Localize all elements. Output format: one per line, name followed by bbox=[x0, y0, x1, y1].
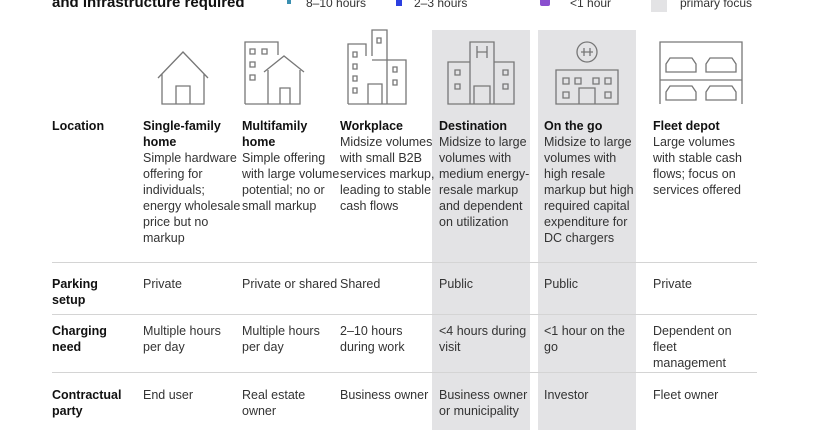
table-cell: 2–10 hours during work bbox=[340, 323, 438, 355]
cell-text: Midsize to large volumes with medium ene… bbox=[439, 135, 530, 229]
legend-label: <1 hour bbox=[570, 0, 612, 10]
table-cell: Real estate owner bbox=[242, 387, 340, 419]
row-label: Contractual party bbox=[52, 388, 122, 418]
table-cell: Multifamily home Simple offering with lar… bbox=[242, 118, 340, 214]
table-cell: Shared bbox=[340, 276, 438, 292]
legend-icon bbox=[287, 0, 291, 4]
column-header: Workplace bbox=[340, 119, 403, 133]
row-separator bbox=[52, 262, 757, 263]
cell-text: 2–10 hours during work bbox=[340, 324, 405, 354]
cell-text: Midsize to large volumes with high resal… bbox=[544, 135, 634, 245]
column-header: Single-family home bbox=[143, 119, 221, 149]
cell-text: Large volumes with stable cash flows; fo… bbox=[653, 135, 742, 197]
table-cell: Multiple hours per day bbox=[242, 323, 340, 355]
table-cell: Investor bbox=[544, 387, 642, 403]
cell-text: Shared bbox=[340, 277, 381, 291]
table-cell: Private bbox=[143, 276, 241, 292]
table-cell: Private bbox=[653, 276, 751, 292]
cell-text: Multiple hours per day bbox=[242, 324, 320, 354]
cell-text: Business owner bbox=[340, 388, 429, 402]
cell-text: Business owner or municipality bbox=[439, 388, 528, 418]
cell-text: Private bbox=[143, 277, 182, 291]
cell-text: Private or shared bbox=[242, 277, 338, 291]
table-cell: Business owner or municipality bbox=[439, 387, 537, 419]
row-separator bbox=[52, 372, 757, 373]
table-cell: Single-family home Simple hardware offeri… bbox=[143, 118, 241, 246]
cell-text: <1 hour on the go bbox=[544, 324, 625, 354]
highlight-column bbox=[538, 30, 636, 430]
column-header: Fleet depot bbox=[653, 119, 720, 133]
table-cell: Fleet depot Large volumes with stable cas… bbox=[653, 118, 751, 198]
cell-text: Midsize volumes with small B2B services … bbox=[340, 135, 435, 213]
cell-text: Investor bbox=[544, 388, 589, 402]
table-cell: End user bbox=[143, 387, 241, 403]
table-cell: Business owner bbox=[340, 387, 438, 403]
table-cell: On the go Midsize to large volumes with h… bbox=[544, 118, 642, 246]
column-header: On the go bbox=[544, 119, 603, 133]
table-cell: Destination Midsize to large volumes with… bbox=[439, 118, 537, 230]
cell-text: Simple offering with large volume potent… bbox=[242, 151, 340, 213]
table-cell: <1 hour on the go bbox=[544, 323, 642, 355]
legend-icon bbox=[540, 0, 550, 6]
cell-text: Public bbox=[439, 277, 474, 291]
column-header: Multifamily home bbox=[242, 119, 308, 149]
row-separator bbox=[52, 314, 757, 315]
table-cell: <4 hours during visit bbox=[439, 323, 537, 355]
row-label: Location bbox=[52, 119, 105, 133]
legend-label: 2–3 hours bbox=[414, 0, 468, 10]
cell-text: Multiple hours per day bbox=[143, 324, 221, 354]
table-cell: Public bbox=[439, 276, 537, 292]
cell-text: Private bbox=[653, 277, 692, 291]
cell-text: <4 hours during visit bbox=[439, 324, 527, 354]
table-cell: Private or shared bbox=[242, 276, 340, 292]
cell-text: Public bbox=[544, 277, 579, 291]
table-cell: Public bbox=[544, 276, 642, 292]
cell-text: Real estate owner bbox=[242, 388, 306, 418]
cell-text: Simple hardware offering for individuals… bbox=[143, 151, 241, 245]
cell-text: Dependent on fleet management bbox=[653, 324, 732, 370]
table-cell: Workplace Midsize volumes with small B2B … bbox=[340, 118, 438, 214]
legend-swatch bbox=[651, 0, 667, 12]
table-cell: Multiple hours per day bbox=[143, 323, 241, 355]
legend-icon bbox=[396, 0, 402, 6]
table-cell: Dependent on fleet management bbox=[653, 323, 751, 371]
cell-text: End user bbox=[143, 388, 194, 402]
table-cell: Fleet owner bbox=[653, 387, 751, 403]
legend-label: primary focus bbox=[680, 0, 753, 10]
title: and infrastructure required bbox=[52, 0, 245, 11]
row-label: Charging need bbox=[52, 324, 107, 354]
cell-text: Fleet owner bbox=[653, 388, 719, 402]
legend-label: 8–10 hours bbox=[306, 0, 367, 10]
row-label: Parking setup bbox=[52, 277, 98, 307]
column-header: Destination bbox=[439, 119, 508, 133]
